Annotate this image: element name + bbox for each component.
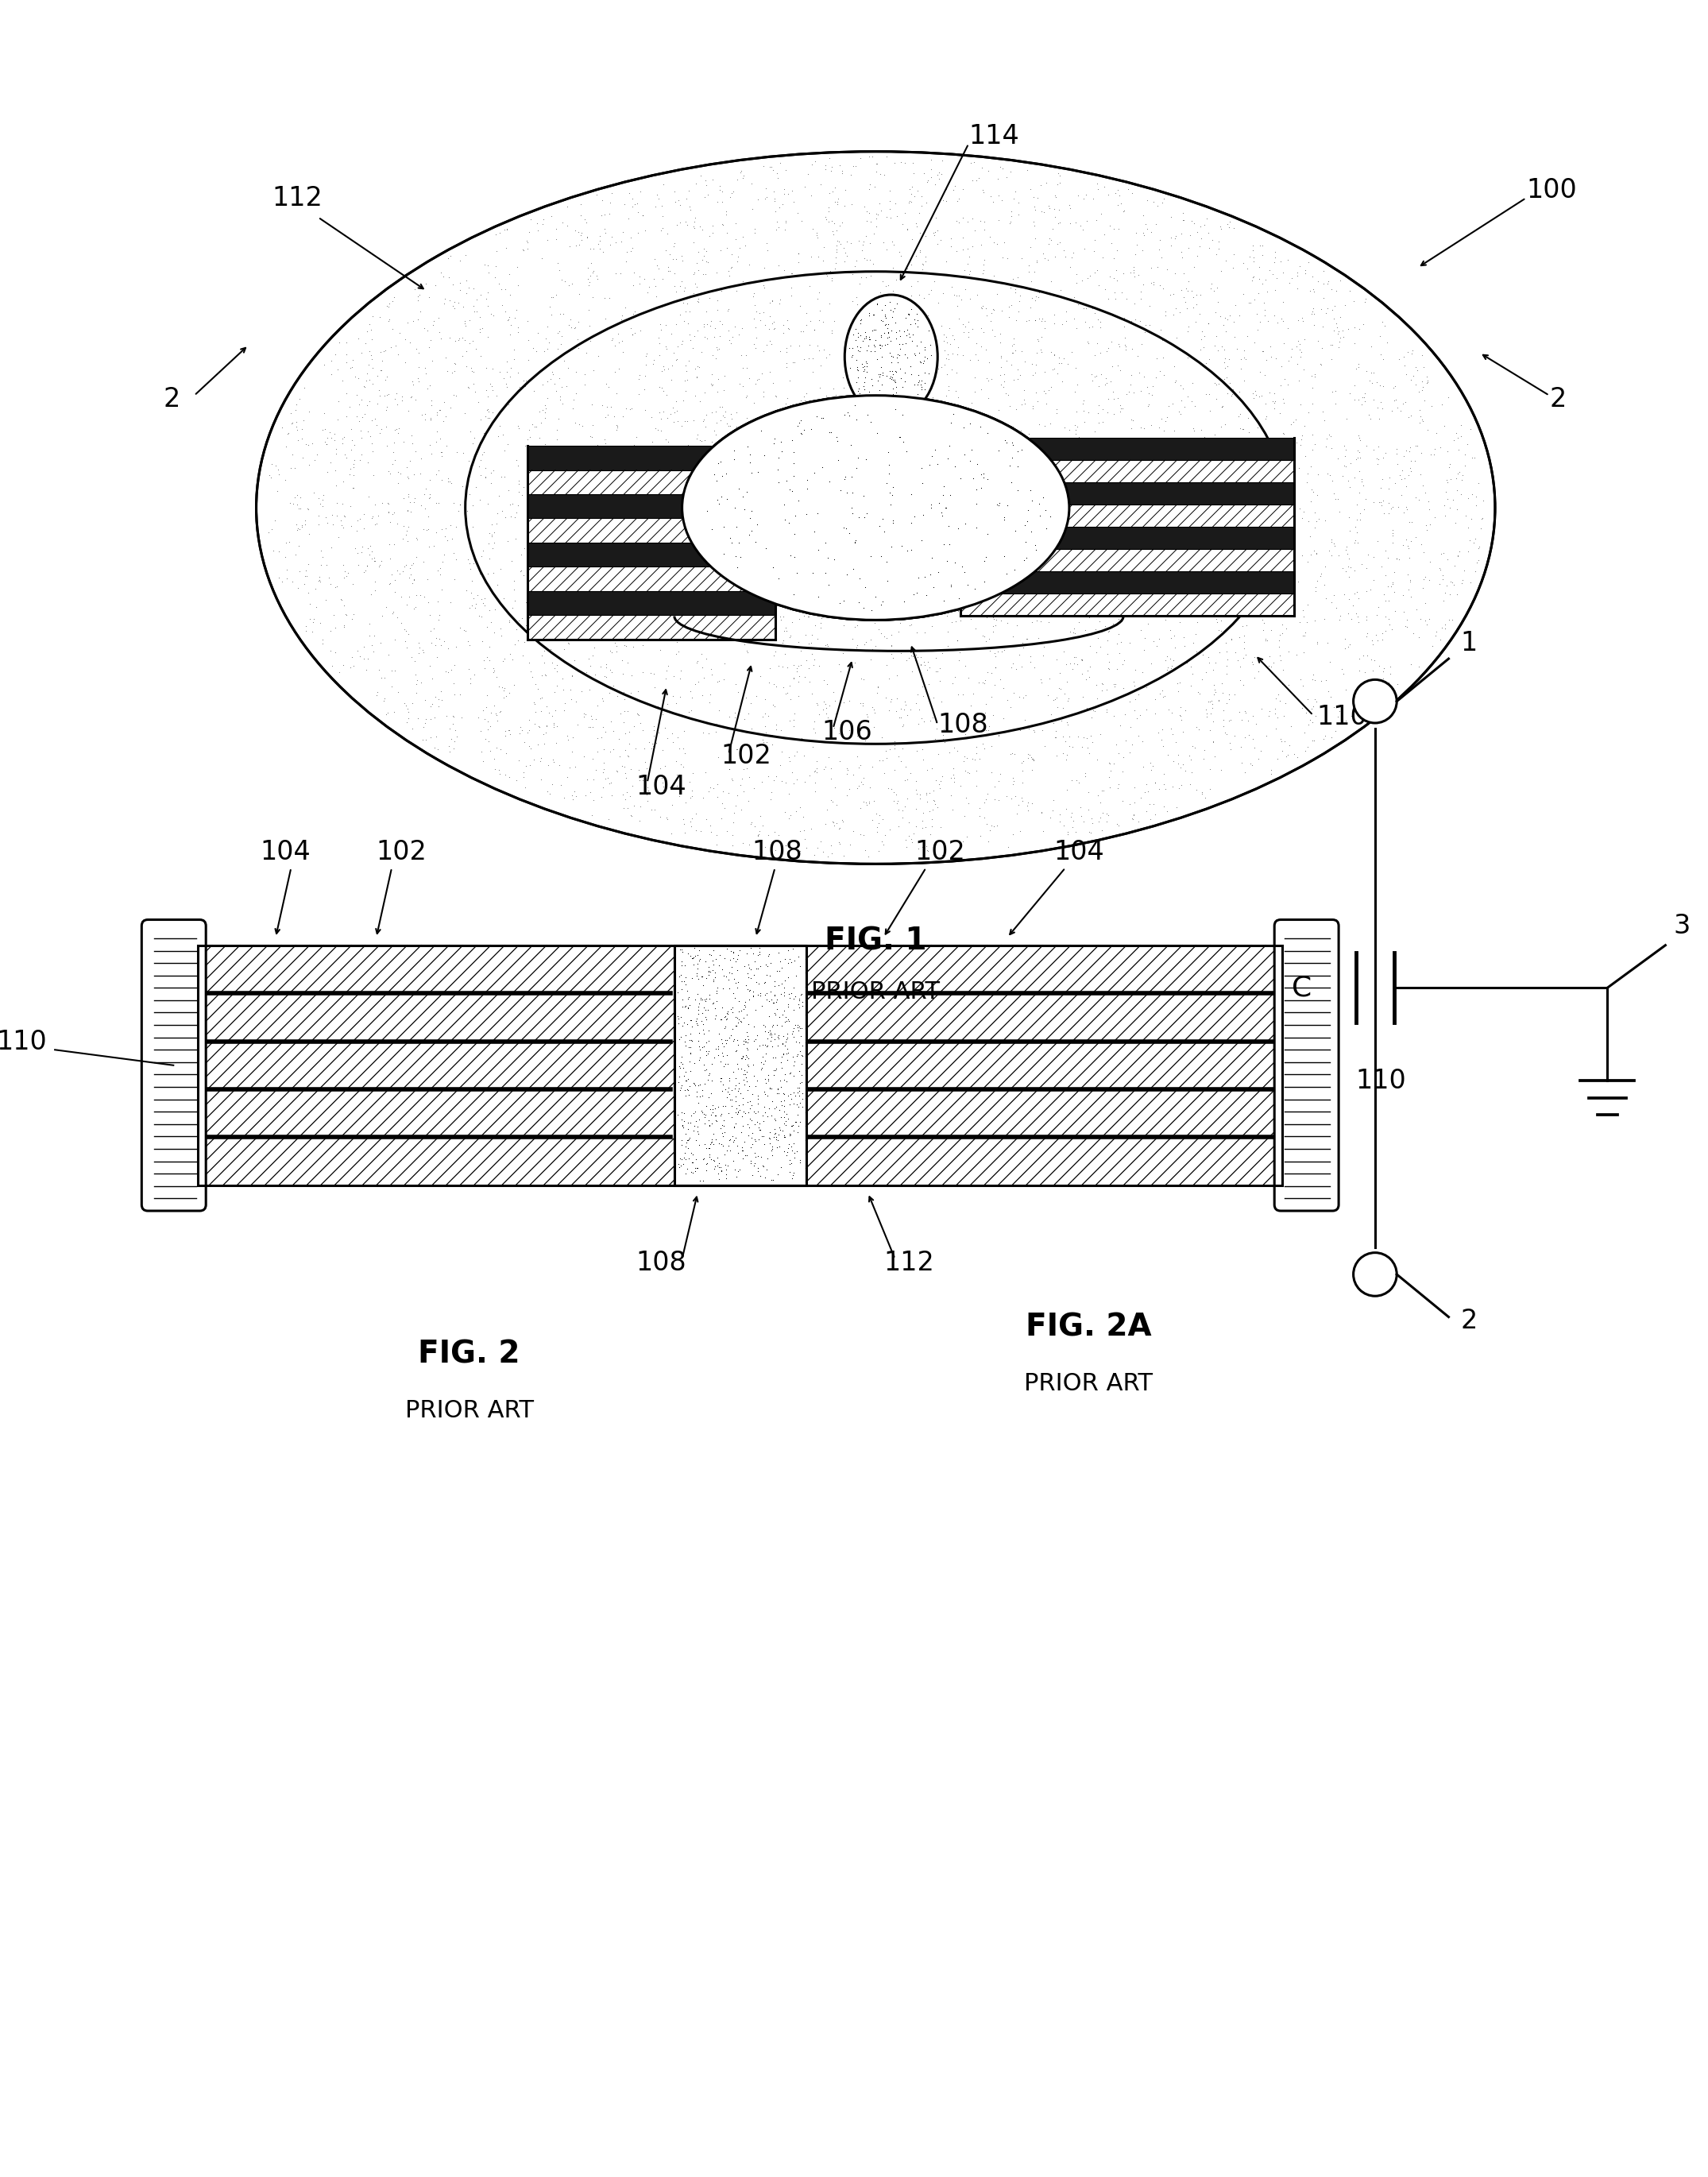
Ellipse shape (681, 396, 1069, 620)
Bar (675, 945, 806, 1184)
Text: 108: 108 (938, 712, 989, 738)
Text: 106: 106 (822, 718, 873, 745)
Bar (528, 616, 775, 640)
Bar (962, 505, 1293, 527)
Text: 108: 108 (635, 1250, 687, 1276)
Bar (528, 494, 775, 518)
Text: 1: 1 (1460, 631, 1477, 657)
Text: 110: 110 (1356, 1069, 1406, 1095)
FancyBboxPatch shape (1274, 919, 1339, 1210)
Text: 100: 100 (1525, 176, 1576, 202)
Bar (962, 483, 1293, 505)
Text: 112: 112 (883, 1250, 934, 1276)
Text: 102: 102 (376, 840, 427, 866)
Bar (806, 945, 1283, 1184)
Bar (528, 446, 775, 470)
Text: 104: 104 (635, 773, 687, 799)
Bar (528, 542, 775, 566)
Text: 3: 3 (1674, 912, 1689, 938)
Text: 110: 110 (1317, 703, 1368, 729)
Text: 108: 108 (752, 840, 803, 866)
Bar (962, 549, 1293, 573)
Text: 2: 2 (1549, 385, 1566, 414)
Bar (962, 527, 1293, 549)
Bar (198, 945, 1283, 1184)
Bar (962, 459, 1293, 483)
Text: PRIOR ART: PRIOR ART (811, 980, 939, 1004)
Bar (962, 438, 1293, 459)
Text: 104: 104 (1054, 840, 1105, 866)
Bar (962, 594, 1293, 616)
Circle shape (1353, 1252, 1397, 1295)
Text: 2: 2 (1460, 1308, 1477, 1335)
Text: FIG. 2: FIG. 2 (418, 1339, 521, 1369)
Text: 102: 102 (914, 840, 965, 866)
Bar (198, 945, 675, 1184)
Bar (962, 573, 1293, 594)
Text: 102: 102 (721, 742, 772, 768)
Bar (528, 590, 775, 616)
Text: PRIOR ART: PRIOR ART (1025, 1372, 1153, 1395)
Text: 2: 2 (164, 385, 181, 414)
Text: 104: 104 (260, 840, 311, 866)
Bar (528, 470, 775, 494)
Text: PRIOR ART: PRIOR ART (405, 1400, 533, 1422)
Bar (675, 945, 806, 1184)
Text: 114: 114 (968, 124, 1020, 150)
Bar (523, 442, 779, 642)
FancyBboxPatch shape (142, 919, 207, 1210)
Text: FIG. 1: FIG. 1 (825, 925, 927, 956)
Text: 112: 112 (272, 185, 323, 211)
Bar (528, 566, 775, 590)
Text: FIG. 2A: FIG. 2A (1025, 1313, 1151, 1343)
Ellipse shape (845, 294, 938, 418)
Circle shape (1353, 679, 1397, 723)
Ellipse shape (256, 152, 1494, 864)
Text: 110: 110 (0, 1030, 48, 1056)
Bar (956, 433, 1298, 620)
Ellipse shape (681, 396, 1069, 620)
Text: C: C (1291, 975, 1312, 1001)
Bar (528, 518, 775, 542)
